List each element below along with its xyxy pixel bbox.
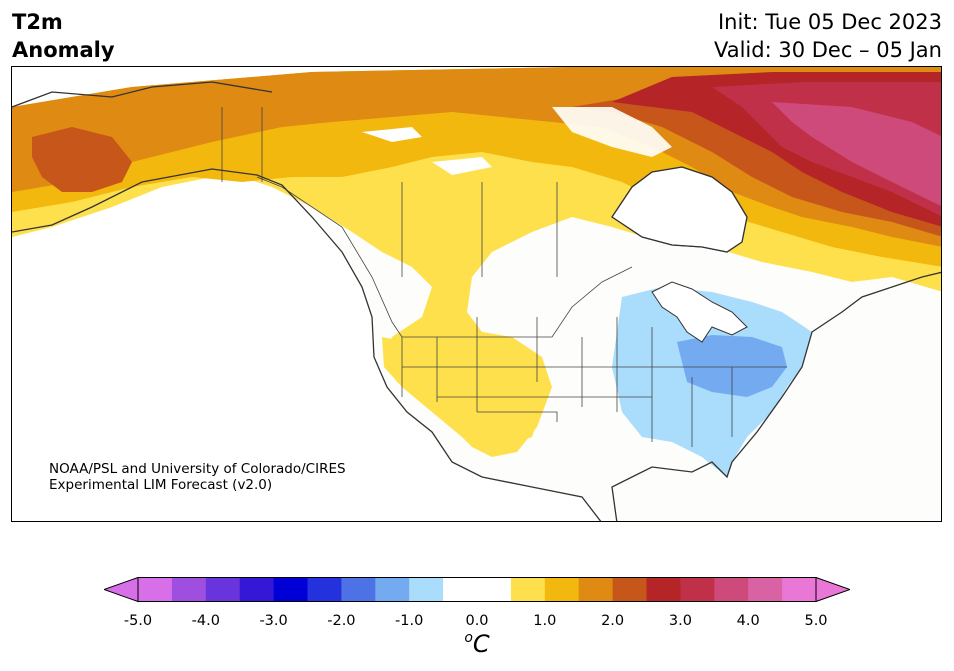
colorbar-segment — [375, 577, 410, 602]
colorbar-segment — [510, 577, 546, 602]
credit-line2: Experimental LIM Forecast (v2.0) — [49, 477, 273, 493]
colorbar-tick-label: -1.0 — [395, 613, 424, 629]
colorbar-segment — [307, 577, 342, 602]
colorbar-tick-label: 4.0 — [736, 613, 760, 629]
colorbar-tick-label: -4.0 — [191, 613, 220, 629]
colorbar-segment — [612, 577, 647, 602]
arctic-water-3 — [432, 157, 492, 175]
init-date: Init: Tue 05 Dec 2023 — [717, 10, 942, 34]
anomaly-warm-southwest — [382, 337, 542, 452]
colorbar-segment — [578, 577, 614, 602]
credit-line1: NOAA/PSL and University of Colorado/CIRE… — [49, 461, 346, 477]
colorbar-segment — [443, 577, 478, 602]
colorbar-segment — [646, 577, 681, 602]
colorbar — [104, 577, 850, 603]
colorbar-segment — [341, 577, 376, 602]
colorbar-segment — [138, 577, 173, 602]
variable-title-line1: T2m — [12, 10, 63, 34]
pacific-ocean — [12, 167, 610, 521]
anomaly-warm-alaska — [32, 127, 132, 192]
anomaly-cool-2 — [677, 335, 787, 397]
colorbar-tick-label: 2.0 — [601, 613, 625, 629]
colorbar-segment — [205, 577, 241, 602]
unit-text: C — [472, 630, 490, 658]
great-lakes — [651, 281, 748, 343]
colorbar-segment — [171, 577, 207, 602]
colorbar-tick-label: 0.0 — [465, 613, 489, 629]
colorbar-tick-label: -3.0 — [259, 613, 288, 629]
anomaly-warm-7 — [772, 102, 941, 207]
colorbar-segment — [748, 577, 783, 602]
colorbar-tick-label: -5.0 — [123, 613, 153, 629]
colorbar-tick-label: 3.0 — [668, 613, 692, 629]
arctic-water-2 — [362, 127, 422, 142]
variable-title-line2: Anomaly — [12, 38, 115, 62]
colorbar-tick-label: 5.0 — [804, 613, 828, 629]
colorbar-segment — [544, 577, 580, 602]
valid-date: Valid: 30 Dec – 05 Jan — [713, 38, 942, 62]
unit-label: oC — [464, 630, 489, 658]
map-canvas — [12, 67, 941, 521]
colorbar-segment — [273, 577, 308, 602]
colorbar-segments — [104, 577, 850, 603]
colorbar-frame — [137, 577, 817, 602]
colorbar-segment — [714, 577, 749, 602]
colorbar-segment — [782, 577, 817, 602]
unit-degree: o — [464, 630, 473, 646]
colorbar-segment — [409, 577, 444, 602]
colorbar-tick-label: -2.0 — [327, 613, 356, 629]
colorbar-min-arrow — [104, 577, 139, 603]
colorbar-tick-label: 1.0 — [533, 613, 557, 629]
variable-title: T2m Anomaly — [12, 8, 115, 64]
coastlines — [12, 81, 941, 521]
political-borders — [221, 107, 787, 447]
colorbar-segment — [477, 577, 512, 602]
colorbar-max-arrow — [815, 577, 850, 603]
arctic-water-1 — [552, 107, 672, 157]
colorbar-segment — [239, 577, 275, 602]
colorbar-segment — [680, 577, 715, 602]
anomaly-map — [11, 66, 942, 522]
forecast-dates: Init: Tue 05 Dec 2023 Valid: 30 Dec – 05… — [714, 8, 942, 64]
credit-text: NOAA/PSL and University of Colorado/CIRE… — [49, 461, 346, 493]
